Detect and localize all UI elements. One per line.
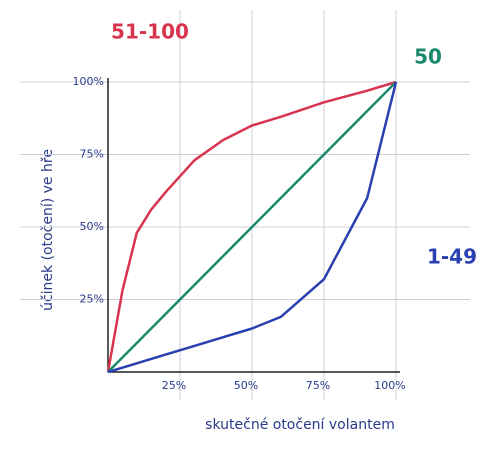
y-tick-label: 75% [80, 148, 104, 161]
legend-label: 1-49 [427, 245, 477, 269]
x-axis-label: skutečné otočení volantem [205, 417, 395, 433]
x-tick-label: 25% [162, 379, 186, 392]
y-tick-label: 25% [80, 293, 104, 306]
y-axis-label: účinek (otočení) ve hře [40, 149, 56, 311]
y-tick-label: 50% [80, 220, 104, 233]
y-tick-label: 100% [73, 75, 104, 88]
x-tick-label: 75% [306, 379, 330, 392]
series-line [107, 81, 398, 374]
x-tick-label: 50% [234, 379, 258, 392]
series-line [106, 80, 397, 373]
series-line [107, 81, 397, 373]
legend-label: 51-100 [111, 20, 189, 44]
legend-label: 50 [414, 45, 442, 69]
x-tick-label: 100% [374, 379, 405, 392]
